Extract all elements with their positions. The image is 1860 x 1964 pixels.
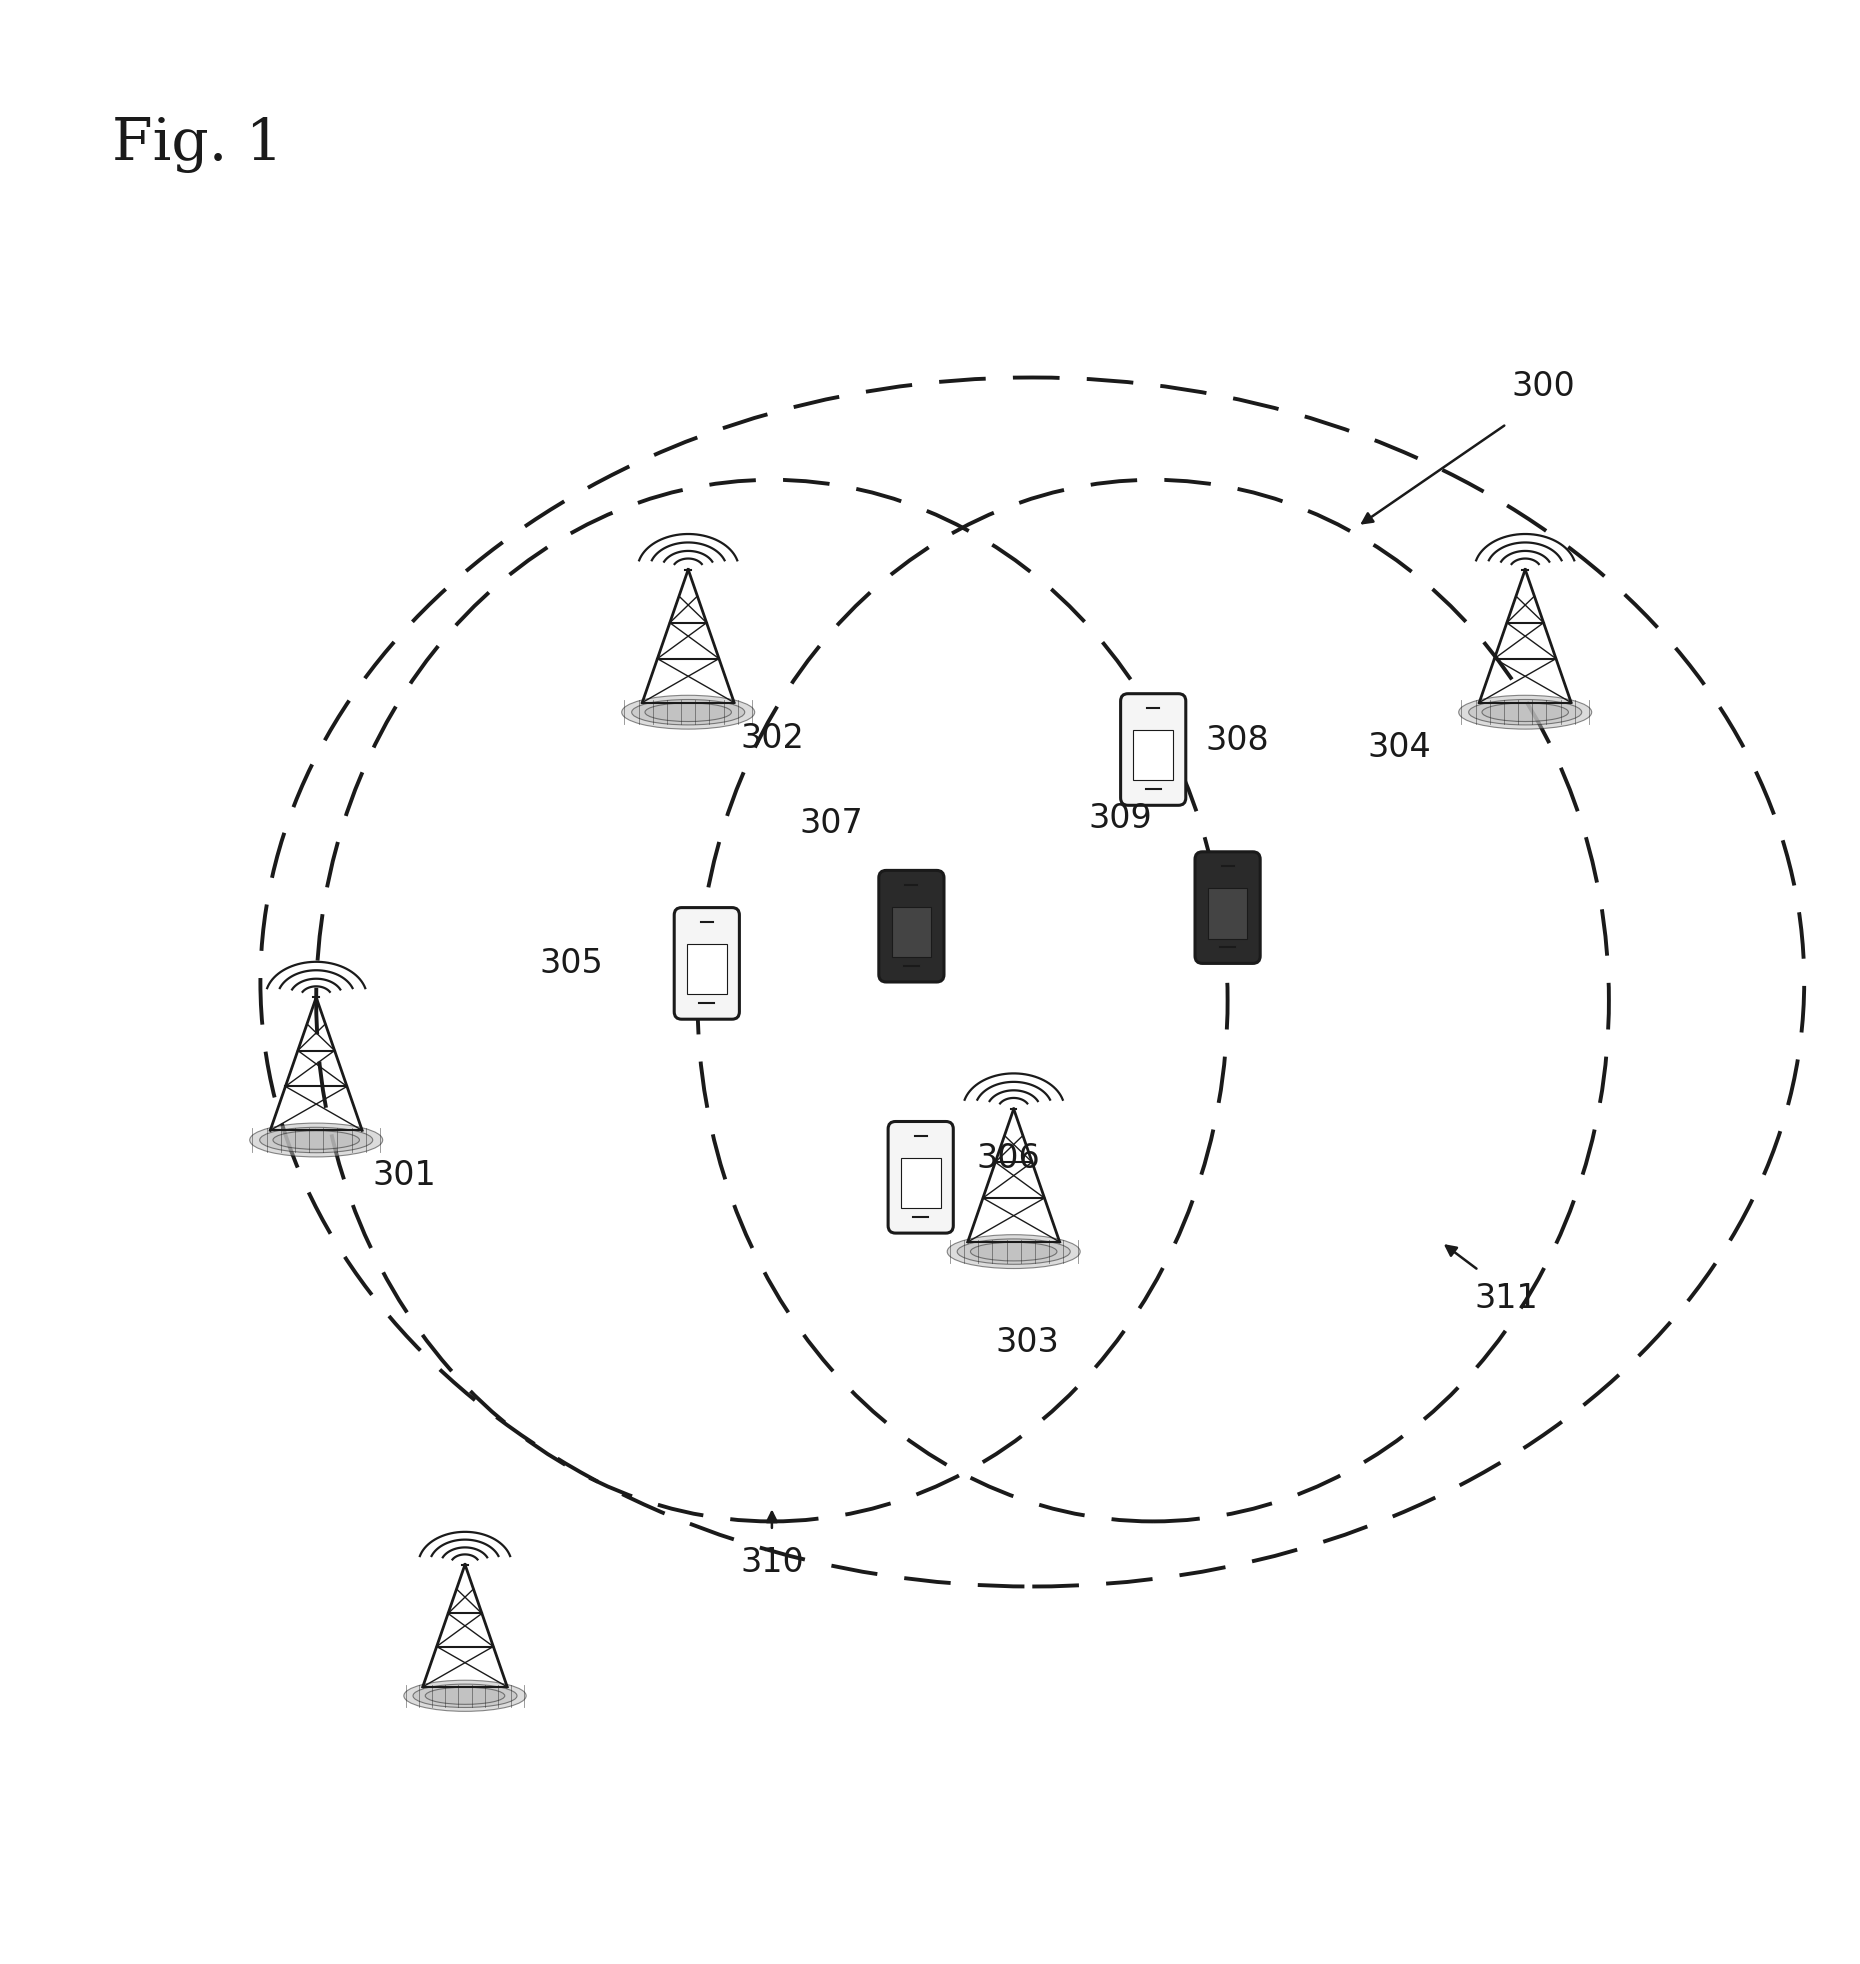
Text: 310: 310 [740, 1546, 804, 1579]
Text: 304: 304 [1367, 731, 1430, 764]
Ellipse shape [413, 1683, 517, 1707]
FancyBboxPatch shape [887, 1121, 954, 1233]
FancyBboxPatch shape [1194, 852, 1261, 964]
Ellipse shape [404, 1681, 526, 1711]
Text: 311: 311 [1475, 1282, 1538, 1314]
FancyBboxPatch shape [1120, 693, 1187, 805]
Bar [686, 945, 727, 994]
FancyBboxPatch shape [878, 870, 945, 982]
Ellipse shape [947, 1235, 1081, 1269]
Bar [1133, 731, 1174, 780]
Text: 305: 305 [539, 947, 603, 980]
Text: 302: 302 [740, 721, 804, 754]
Ellipse shape [645, 703, 731, 721]
Text: 301: 301 [372, 1159, 435, 1192]
Ellipse shape [1482, 703, 1568, 721]
Bar [1207, 888, 1248, 939]
Ellipse shape [958, 1239, 1069, 1265]
Ellipse shape [426, 1687, 504, 1705]
Text: 309: 309 [1088, 801, 1151, 835]
Text: 303: 303 [995, 1326, 1058, 1359]
Ellipse shape [1469, 699, 1581, 725]
Ellipse shape [273, 1131, 359, 1149]
Bar [900, 1159, 941, 1208]
Bar [891, 907, 932, 956]
Text: 306: 306 [976, 1143, 1040, 1174]
Ellipse shape [971, 1243, 1056, 1261]
FancyBboxPatch shape [673, 907, 740, 1019]
Ellipse shape [249, 1123, 383, 1157]
Ellipse shape [1458, 695, 1592, 729]
Text: Fig. 1: Fig. 1 [112, 118, 283, 173]
Text: 300: 300 [1512, 371, 1575, 403]
Ellipse shape [260, 1127, 372, 1153]
Text: 307: 307 [800, 807, 863, 841]
Ellipse shape [632, 699, 744, 725]
Text: 308: 308 [1205, 723, 1269, 756]
Ellipse shape [621, 695, 755, 729]
